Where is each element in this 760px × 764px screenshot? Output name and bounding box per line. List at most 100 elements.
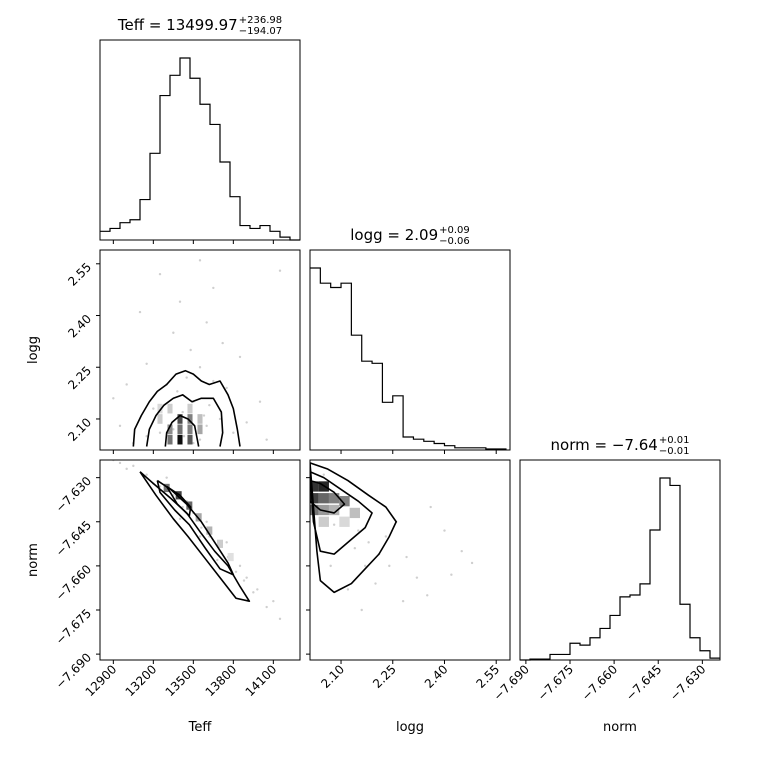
x-tick-label: −7.660 bbox=[579, 662, 620, 703]
density-cell bbox=[167, 434, 173, 445]
x-tick-label: 14100 bbox=[243, 662, 280, 699]
scatter-point bbox=[118, 461, 122, 465]
scatter-point bbox=[189, 348, 192, 352]
panel-frame bbox=[309, 459, 511, 661]
y-axis-labels: logg norm bbox=[26, 336, 41, 577]
scatter-point bbox=[145, 362, 148, 365]
density-cell bbox=[349, 507, 360, 519]
scatter-point bbox=[125, 467, 128, 471]
panel-Teff-norm: 12900 13200 13500 13800 14100−7.690−7.675−7.… bbox=[53, 459, 301, 699]
scatter-point bbox=[185, 376, 188, 379]
scatter-point bbox=[205, 321, 208, 324]
density-cell bbox=[318, 516, 329, 527]
scatter-point bbox=[234, 570, 238, 573]
scatter-point bbox=[216, 558, 219, 562]
scatter-point bbox=[165, 476, 168, 479]
title-main-text: Teff = 13499.97 bbox=[117, 16, 238, 34]
scatter-point bbox=[158, 272, 162, 276]
scatter-point bbox=[265, 605, 268, 609]
contour-outer bbox=[139, 471, 251, 602]
density-cell bbox=[227, 552, 234, 562]
x-tick-label: 13800 bbox=[203, 662, 240, 699]
title-logg: logg = 2.09 +0.09−0.06 bbox=[350, 225, 470, 247]
scatter-point bbox=[172, 428, 175, 431]
density-cell bbox=[167, 424, 173, 435]
density-cell bbox=[177, 414, 183, 424]
scatter-point bbox=[360, 608, 363, 612]
scatter-point bbox=[357, 529, 360, 532]
x-axis-label-logg: logg bbox=[396, 720, 424, 735]
x-tick-label: −7.645 bbox=[623, 662, 664, 703]
scatter-point bbox=[278, 269, 282, 272]
density-cell bbox=[318, 493, 329, 504]
scatter-point bbox=[178, 517, 182, 521]
panel-frame bbox=[99, 39, 301, 241]
scatter-point bbox=[460, 549, 463, 553]
scatter-point bbox=[225, 386, 228, 390]
scatter-point bbox=[415, 576, 419, 579]
x-tick-label: −7.630 bbox=[667, 662, 708, 703]
density-cell bbox=[217, 539, 223, 548]
scatter-point bbox=[145, 473, 148, 476]
title-minus-error: −194.07 bbox=[239, 26, 282, 37]
panel-titles: Teff = 13499.97 +236.98−194.07 logg = 2.09… bbox=[117, 15, 690, 457]
y-tick-label: −7.630 bbox=[53, 474, 94, 515]
density-cell bbox=[197, 414, 203, 424]
density-cell bbox=[328, 504, 340, 516]
panel-frame bbox=[99, 249, 301, 451]
title-plus-error: +0.01 bbox=[659, 435, 690, 446]
scatter-point bbox=[256, 588, 259, 591]
y-tick-label: −7.660 bbox=[53, 562, 94, 603]
scatter-point bbox=[272, 599, 275, 603]
y-tick-label: 2.40 bbox=[65, 312, 94, 341]
x-tick-label: 13500 bbox=[163, 662, 200, 699]
scatter-point bbox=[112, 397, 115, 400]
title-main-text: logg = 2.09 bbox=[350, 226, 438, 244]
y-tick-label: 2.10 bbox=[65, 415, 94, 444]
scatter-point bbox=[443, 529, 446, 532]
density-cell bbox=[206, 526, 213, 535]
scatter-point bbox=[198, 535, 202, 538]
density-cell bbox=[187, 434, 193, 445]
scatter-point bbox=[198, 438, 202, 441]
histogram-Teff bbox=[100, 57, 300, 241]
scatter-point bbox=[205, 424, 208, 428]
panel-frame bbox=[309, 249, 511, 451]
panel-frame bbox=[99, 459, 301, 661]
scatter-point bbox=[200, 526, 203, 529]
scatter-point bbox=[125, 383, 128, 386]
contour-outer bbox=[132, 369, 241, 447]
scatter-point bbox=[384, 535, 388, 538]
x-tick-label: 2.25 bbox=[370, 662, 399, 691]
scatter-point bbox=[198, 259, 202, 262]
density-cell bbox=[167, 403, 173, 414]
density-cell bbox=[339, 496, 350, 507]
density-cell bbox=[187, 424, 193, 435]
density-cell bbox=[197, 424, 203, 435]
scatter-point bbox=[225, 541, 228, 544]
scatter-point bbox=[212, 286, 215, 290]
scatter-point bbox=[363, 564, 367, 568]
panel-logg-logg bbox=[309, 249, 511, 454]
panel-logg-norm: 2.10 2.25 2.40 2.55 bbox=[306, 459, 511, 691]
scatter-point bbox=[178, 300, 182, 303]
density-cell bbox=[328, 493, 340, 504]
y-axis-label-norm: norm bbox=[26, 543, 41, 577]
density-cell bbox=[310, 493, 319, 504]
scatter-point bbox=[158, 431, 162, 434]
scatter-point bbox=[429, 505, 432, 509]
x-tick-label: 13200 bbox=[123, 662, 160, 699]
scatter-point bbox=[367, 541, 370, 544]
scatter-point bbox=[172, 331, 175, 334]
title-plus-error: +0.09 bbox=[439, 225, 470, 236]
density-cell bbox=[177, 434, 183, 445]
scatter-point bbox=[182, 435, 186, 438]
scatter-point bbox=[322, 473, 325, 476]
scatter-point bbox=[221, 341, 224, 345]
scatter-point bbox=[346, 588, 350, 591]
scatter-point bbox=[118, 424, 122, 428]
scatter-point bbox=[265, 438, 268, 441]
x-tick-label: 2.10 bbox=[318, 662, 347, 691]
scatter-point bbox=[218, 417, 222, 421]
